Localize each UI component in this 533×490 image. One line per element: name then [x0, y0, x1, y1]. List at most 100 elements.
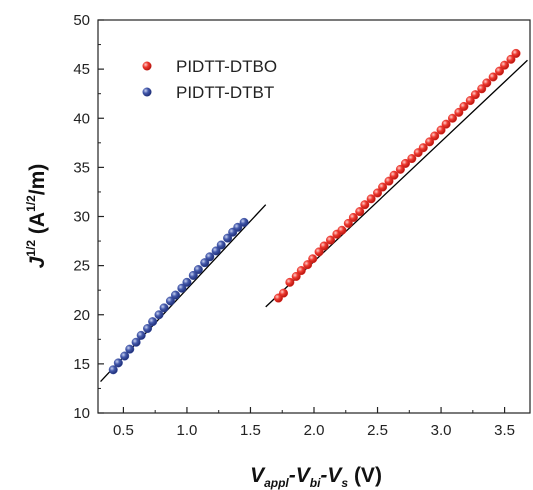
- point-pidtt-dtbo-12: [343, 218, 353, 228]
- point-pidtt-dtbo-23: [407, 154, 417, 164]
- point-pidtt-dtbo-30: [447, 113, 457, 123]
- legend: PIDTT-DTBO PIDTT-DTBT: [142, 57, 277, 102]
- point-pidtt-dtbo-21: [395, 164, 405, 174]
- point-pidtt-dtbo-35: [477, 84, 487, 94]
- point-pidtt-dtbt-23: [239, 217, 249, 227]
- point-pidtt-dtbt-3: [125, 344, 135, 354]
- point-pidtt-dtbo-38: [495, 66, 505, 76]
- x-title-sub2: bi: [310, 476, 321, 490]
- x-title-unit: (V): [348, 464, 382, 487]
- point-pidtt-dtbo-25: [418, 143, 428, 153]
- point-pidtt-dtbo-40: [506, 54, 516, 64]
- point-pidtt-dtbt-22: [233, 222, 243, 232]
- point-pidtt-dtbt-5: [136, 330, 146, 340]
- point-pidtt-dtbo-14: [355, 207, 365, 217]
- point-pidtt-dtbo-36: [482, 78, 492, 88]
- point-pidtt-dtbt-13: [182, 277, 192, 287]
- point-pidtt-dtbo-7: [314, 247, 324, 257]
- y-axis-ticks: 10 15 20 25 30 35 40 45 50: [73, 12, 104, 422]
- point-pidtt-dtbt-7: [148, 317, 158, 327]
- point-pidtt-dtbo-8: [319, 241, 329, 251]
- x-tick-label-6: 3.5: [494, 422, 515, 439]
- x-tick-label-4: 2.5: [367, 422, 388, 439]
- point-pidtt-dtbt-10: [165, 296, 175, 306]
- x-title-sub3: s: [341, 476, 348, 490]
- point-pidtt-dtbo-39: [500, 60, 510, 70]
- point-pidtt-dtbo-33: [465, 96, 475, 106]
- y-tick-label-7: 45: [73, 61, 90, 78]
- x-title-sub1: appl: [264, 476, 289, 490]
- y-title-base: J: [26, 255, 49, 268]
- x-tick-label-3: 2.0: [304, 422, 325, 439]
- point-pidtt-dtbt-8: [154, 310, 164, 320]
- point-pidtt-dtbo-26: [425, 137, 435, 147]
- point-pidtt-dtbo-17: [373, 188, 383, 198]
- point-pidtt-dtbo-20: [389, 170, 399, 180]
- point-pidtt-dtbt-4: [131, 337, 141, 347]
- x-axis-title: Vappl-Vbi-Vs (V): [250, 464, 382, 490]
- point-pidtt-dtbo-32: [459, 101, 469, 111]
- data-points: [108, 48, 521, 375]
- x-title-sep2: -V: [320, 464, 343, 487]
- point-pidtt-dtbt-2: [120, 351, 130, 361]
- point-pidtt-dtbo-28: [436, 125, 446, 135]
- point-pidtt-dtbo-3: [291, 271, 301, 281]
- point-pidtt-dtbt-6: [143, 324, 153, 334]
- legend-label-pidtt-dtbt: PIDTT-DTBT: [176, 83, 274, 102]
- point-pidtt-dtbt-9: [159, 303, 169, 313]
- y-tick-label-5: 35: [73, 159, 90, 176]
- y-tick-label-1: 15: [73, 356, 90, 373]
- point-pidtt-dtbt-12: [177, 283, 187, 293]
- x-tick-label-1: 1.0: [177, 422, 198, 439]
- y-tick-label-2: 20: [73, 307, 90, 324]
- point-pidtt-dtbo-16: [366, 194, 376, 204]
- point-pidtt-dtbo-15: [360, 200, 370, 210]
- point-pidtt-dtbo-6: [308, 254, 318, 264]
- legend-label-pidtt-dtbo: PIDTT-DTBO: [176, 57, 277, 76]
- point-pidtt-dtbt-14: [188, 270, 198, 280]
- point-pidtt-dtbo-13: [348, 212, 358, 222]
- point-pidtt-dtbo-4: [296, 266, 306, 276]
- point-pidtt-dtbo-5: [303, 260, 313, 270]
- point-pidtt-dtbt-20: [223, 233, 233, 243]
- point-pidtt-dtbo-1: [279, 288, 289, 298]
- y-title-sup2: 1/2: [24, 195, 38, 212]
- point-pidtt-dtbo-29: [441, 119, 451, 129]
- x-axis-ticks: 0.5 1.0 1.5 2.0 2.5 3.0 3.5: [113, 407, 515, 439]
- y-tick-label-4: 30: [73, 209, 90, 226]
- point-pidtt-dtbt-18: [211, 246, 221, 256]
- point-pidtt-dtbo-11: [337, 225, 347, 235]
- point-pidtt-dtbt-11: [171, 290, 181, 300]
- y-axis-title: J1/2 (A1/2/m): [24, 164, 49, 269]
- point-pidtt-dtbt-17: [205, 252, 215, 262]
- point-pidtt-dtbt-16: [200, 258, 210, 268]
- plot-frame: [97, 19, 531, 414]
- point-pidtt-dtbo-37: [488, 72, 498, 82]
- y-title-unit: /m): [26, 164, 49, 196]
- x-tick-label-2: 1.5: [240, 422, 261, 439]
- point-pidtt-dtbt-19: [216, 240, 226, 250]
- point-pidtt-dtbo-18: [378, 182, 388, 192]
- point-pidtt-dtbt-15: [193, 265, 203, 275]
- y-tick-label-3: 25: [73, 258, 90, 275]
- point-pidtt-dtbo-31: [454, 107, 464, 117]
- point-pidtt-dtbo-19: [384, 176, 394, 186]
- point-pidtt-dtbt-1: [113, 358, 123, 368]
- y-title-sup1: 1/2: [24, 240, 38, 257]
- point-pidtt-dtbo-9: [326, 235, 336, 245]
- x-title-sep1: -V: [289, 464, 312, 487]
- point-pidtt-dtbo-2: [285, 277, 295, 287]
- point-pidtt-dtbo-27: [430, 131, 440, 141]
- y-tick-label-8: 50: [73, 12, 90, 29]
- x-tick-label-0: 0.5: [113, 422, 134, 439]
- x-title-base: V: [250, 464, 266, 487]
- legend-marker-pidtt-dtbo: [142, 61, 152, 71]
- point-pidtt-dtbo-41: [511, 48, 521, 58]
- legend-marker-pidtt-dtbt: [142, 87, 152, 97]
- y-title-mid: (A: [26, 212, 49, 240]
- y-tick-label-6: 40: [73, 110, 90, 127]
- x-tick-label-5: 3.0: [431, 422, 452, 439]
- point-pidtt-dtbo-22: [400, 158, 410, 168]
- point-pidtt-dtbt-0: [108, 365, 118, 375]
